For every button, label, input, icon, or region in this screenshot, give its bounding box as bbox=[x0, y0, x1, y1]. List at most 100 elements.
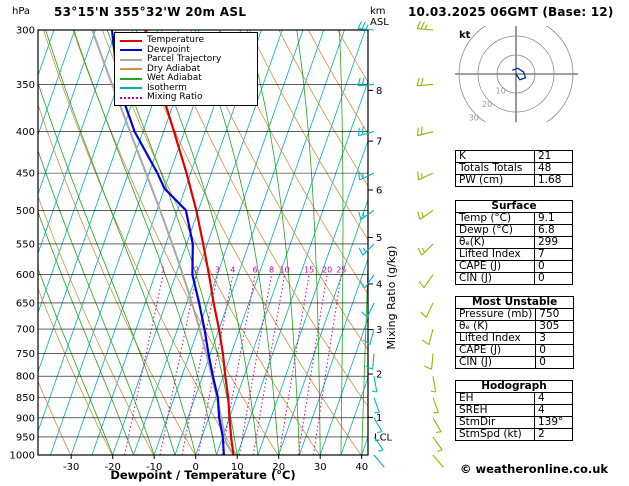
svg-text:40: 40 bbox=[355, 462, 368, 473]
legend-swatch-wet-adiabat bbox=[120, 77, 142, 80]
svg-text:1000: 1000 bbox=[10, 451, 35, 462]
row-label: PW (cm) bbox=[455, 174, 535, 187]
row-label: CAPE (J) bbox=[454, 344, 537, 357]
plot-frame bbox=[37, 29, 369, 456]
row-value: 4 bbox=[534, 404, 573, 417]
row-label: Dewp (°C) bbox=[455, 224, 535, 237]
svg-text:500: 500 bbox=[16, 206, 35, 217]
table-header-row: Surface bbox=[455, 200, 573, 213]
legend-swatch-parcel bbox=[120, 58, 142, 61]
svg-text:-10: -10 bbox=[146, 462, 162, 473]
km-asl-ticks: 1 2 3 4 5 6 7 8 bbox=[368, 86, 382, 424]
svg-text:600: 600 bbox=[16, 270, 35, 281]
table-row: EH 4 bbox=[455, 392, 573, 405]
svg-text:850: 850 bbox=[16, 393, 35, 404]
svg-text:700: 700 bbox=[16, 325, 35, 336]
hodograph-ring bbox=[496, 54, 536, 94]
row-label: Temp (°C) bbox=[455, 212, 535, 225]
legend-label: Dewpoint bbox=[147, 44, 190, 55]
row-label: StmSpd (kt) bbox=[455, 428, 535, 441]
svg-text:550: 550 bbox=[16, 240, 35, 251]
row-value: 0 bbox=[534, 272, 573, 285]
table-row: θₑ (K) 305 bbox=[454, 320, 575, 333]
row-label: CIN (J) bbox=[454, 356, 537, 369]
row-label: Lifted Index bbox=[455, 248, 535, 261]
hodograph-ring bbox=[477, 35, 555, 113]
most-unstable-table: Most Unstable Pressure (mb) 750 θₑ (K) 3… bbox=[454, 296, 575, 369]
legend-swatch-mixing-ratio bbox=[120, 96, 142, 99]
svg-text:8: 8 bbox=[269, 266, 274, 275]
table-row: CIN (J) 0 bbox=[455, 272, 573, 285]
svg-text:15: 15 bbox=[304, 266, 314, 275]
table-header-row: Most Unstable bbox=[454, 296, 575, 309]
legend-item-dewpoint: Dewpoint bbox=[120, 44, 252, 56]
svg-text:5: 5 bbox=[376, 233, 382, 244]
pressure-tick-labels: 300 350 400 450 500 550 600 650 700 750 800 850 900 9… bbox=[10, 26, 35, 462]
row-value: 21 bbox=[534, 150, 573, 163]
table-row: StmDir 139° bbox=[455, 416, 573, 429]
hodograph-table: Hodograph EH 4 SREH 4 StmDir 139° StmSpd… bbox=[455, 380, 573, 441]
station-title: 53°15'N 355°32'W 20m ASL bbox=[54, 5, 247, 19]
svg-text:10: 10 bbox=[231, 462, 244, 473]
legend: Temperature Dewpoint Parcel Trajectory D… bbox=[114, 32, 258, 106]
legend-label: Dry Adiabat bbox=[147, 63, 201, 74]
svg-text:0: 0 bbox=[193, 462, 199, 473]
temperature-curve bbox=[144, 30, 235, 455]
row-value: 4 bbox=[534, 392, 573, 405]
row-value: 299 bbox=[534, 236, 573, 249]
row-value: 305 bbox=[535, 320, 575, 333]
row-value: 3 bbox=[535, 332, 575, 345]
copyright-credit: © weatheronline.co.uk bbox=[459, 462, 609, 476]
legend-item-isotherm: Isotherm bbox=[120, 82, 252, 94]
temperature-tick-labels: -30 -20 -10 0 10 20 30 40 bbox=[63, 455, 368, 473]
table-row: Lifted Index 3 bbox=[454, 332, 575, 345]
surface-table: Surface Temp (°C) 9.1 Dewp (°C) 6.8 θₑ(K… bbox=[455, 200, 573, 285]
svg-text:900: 900 bbox=[16, 413, 35, 424]
table-row: θₑ(K) 299 bbox=[455, 236, 573, 249]
row-value: 0 bbox=[535, 344, 575, 357]
row-value: 7 bbox=[534, 248, 573, 261]
legend-item-wet-adiabat: Wet Adiabat bbox=[120, 74, 252, 84]
svg-text:25: 25 bbox=[336, 266, 346, 275]
svg-text:-20: -20 bbox=[105, 462, 121, 473]
legend-label: Isotherm bbox=[147, 82, 187, 93]
row-label: θₑ (K) bbox=[454, 320, 537, 333]
table-row: StmSpd (kt) 2 bbox=[455, 428, 573, 441]
row-label: SREH bbox=[455, 404, 535, 417]
legend-swatch-temperature bbox=[120, 39, 142, 42]
row-label: CAPE (J) bbox=[455, 260, 535, 273]
table-row: CAPE (J) 0 bbox=[454, 344, 575, 357]
row-value: 6.8 bbox=[534, 224, 573, 237]
dewpoint-curve bbox=[110, 30, 225, 455]
table-row: Temp (°C) 9.1 bbox=[455, 212, 573, 225]
mixing-ratio-labels: 1 2 3 4 6 8 10 15 20 25 bbox=[161, 266, 347, 275]
svg-text:950: 950 bbox=[16, 432, 35, 443]
parcel-trajectory-curve bbox=[91, 30, 235, 455]
row-label: Pressure (mb) bbox=[454, 308, 537, 321]
svg-text:1: 1 bbox=[161, 266, 166, 275]
svg-text:7: 7 bbox=[376, 137, 382, 148]
svg-text:2: 2 bbox=[194, 266, 199, 275]
table-row: CIN (J) 0 bbox=[454, 356, 575, 369]
svg-text:6: 6 bbox=[253, 266, 258, 275]
legend-swatch-isotherm bbox=[120, 87, 142, 90]
svg-text:750: 750 bbox=[16, 349, 35, 360]
lcl-label: LCL bbox=[374, 432, 393, 443]
svg-text:300: 300 bbox=[16, 26, 35, 37]
table-row: CAPE (J) 0 bbox=[455, 260, 573, 273]
table-header-row: Hodograph bbox=[455, 380, 573, 393]
legend-item-mixing-ratio: Mixing Ratio bbox=[120, 93, 252, 103]
svg-text:800: 800 bbox=[16, 372, 35, 383]
hodograph-ring-label: 20 bbox=[482, 100, 492, 109]
section-title: Most Unstable bbox=[454, 296, 575, 309]
row-label: K bbox=[455, 150, 535, 163]
svg-text:1: 1 bbox=[376, 413, 382, 424]
row-value: 750 bbox=[535, 308, 575, 321]
pressure-gridlines bbox=[38, 30, 368, 455]
legend-label: Parcel Trajectory bbox=[147, 54, 222, 65]
row-value: 9.1 bbox=[534, 212, 573, 225]
row-label: CIN (J) bbox=[455, 272, 535, 285]
datetime-title: 10.03.2025 06GMT (Base: 12) bbox=[408, 5, 614, 19]
section-title: Surface bbox=[455, 200, 573, 213]
row-label: Totals Totals bbox=[455, 162, 535, 175]
